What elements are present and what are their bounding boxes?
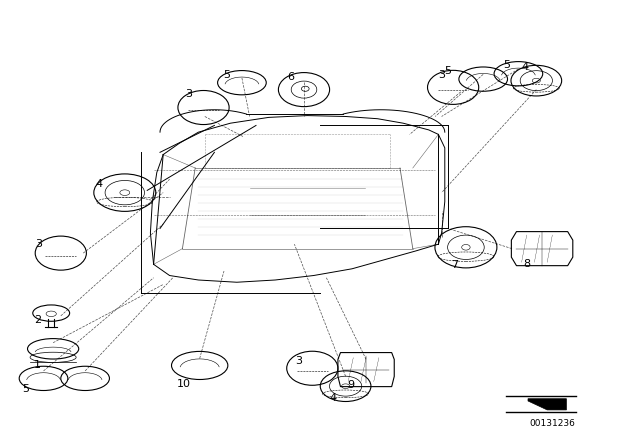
Text: 4: 4 xyxy=(95,179,103,189)
Text: 5: 5 xyxy=(22,384,29,394)
Text: 8: 8 xyxy=(523,259,531,269)
Text: 4: 4 xyxy=(329,393,337,403)
Text: 00131236: 00131236 xyxy=(529,419,575,428)
Text: 5: 5 xyxy=(223,70,230,80)
Text: 3: 3 xyxy=(438,70,445,80)
Polygon shape xyxy=(528,399,566,410)
Text: 6: 6 xyxy=(288,72,294,82)
Text: 5: 5 xyxy=(445,66,451,76)
Text: 3: 3 xyxy=(295,356,301,366)
Text: 1: 1 xyxy=(35,360,41,370)
Text: 10: 10 xyxy=(177,379,191,389)
Text: 9: 9 xyxy=(347,380,355,390)
Text: 4: 4 xyxy=(521,62,529,72)
Text: 2: 2 xyxy=(34,315,42,325)
Text: 5: 5 xyxy=(504,60,510,70)
Text: 3: 3 xyxy=(186,89,192,99)
Text: 7: 7 xyxy=(451,260,458,270)
Text: 3: 3 xyxy=(35,239,42,249)
